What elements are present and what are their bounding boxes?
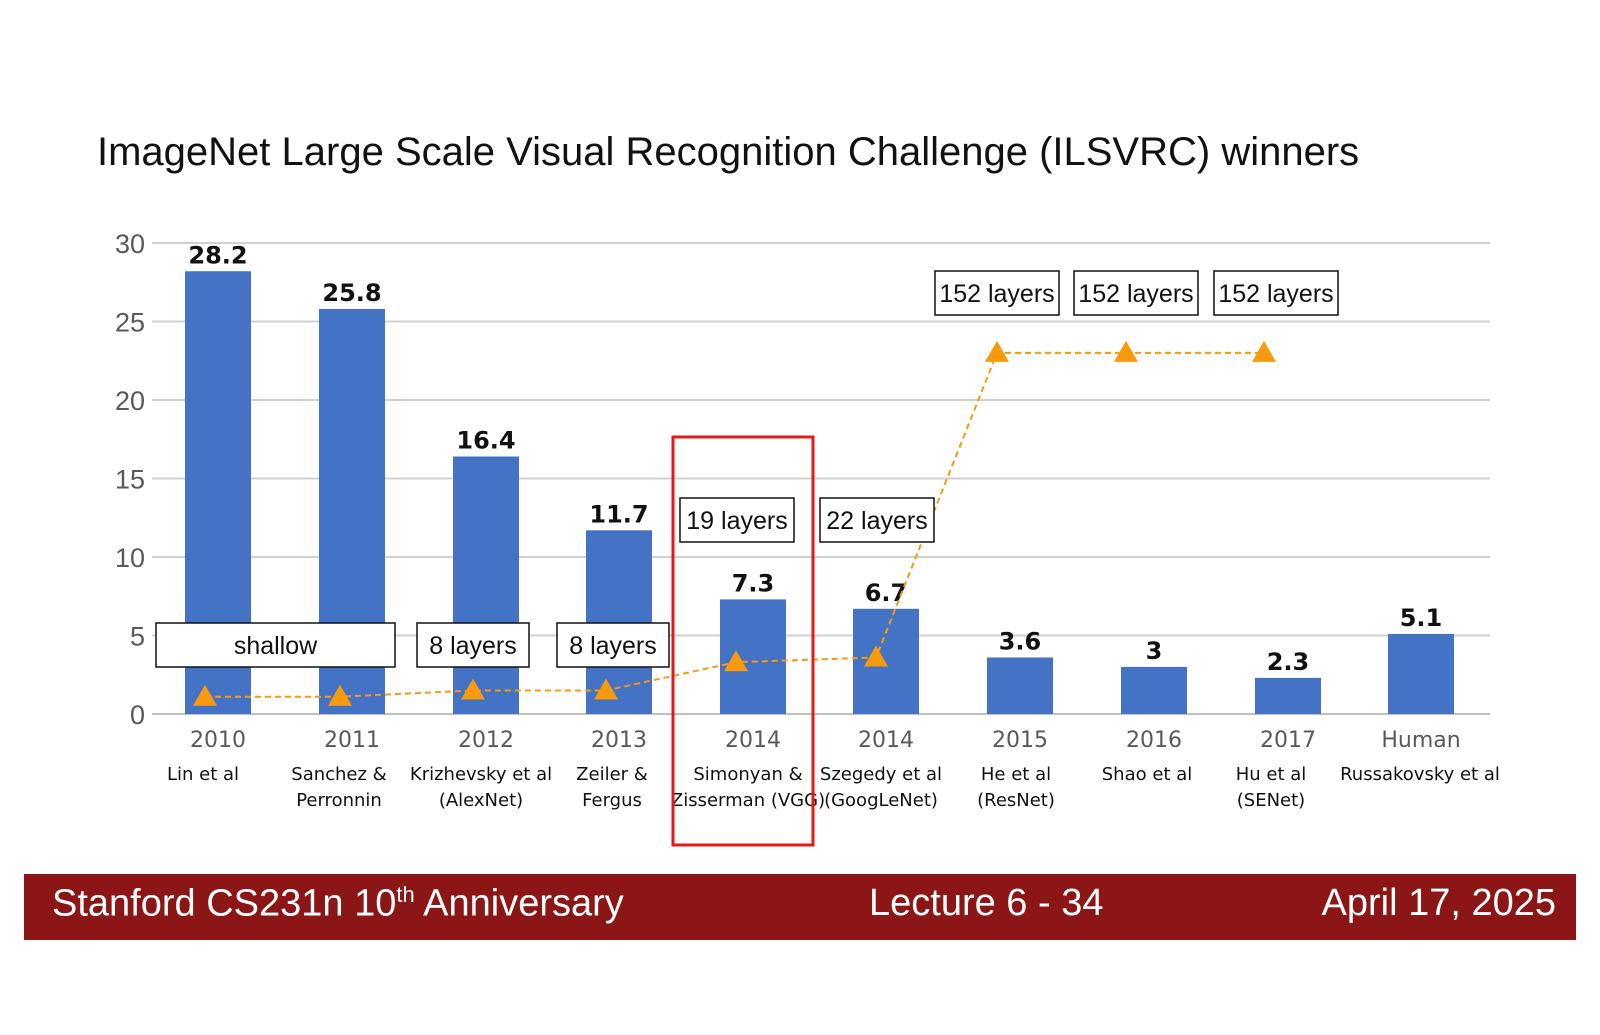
x-tick-label: 2013: [591, 728, 647, 753]
y-tick-label: 25: [115, 308, 145, 338]
author-label: (GoogLeNet): [824, 790, 938, 811]
layer-label-box: [819, 497, 935, 543]
layer-label: 8 layers: [569, 632, 657, 660]
bar: [1255, 677, 1321, 714]
layer-label-box: [1213, 270, 1339, 316]
author-label: (SENet): [1237, 790, 1305, 811]
depth-marker: [594, 678, 618, 700]
layer-label: 152 layers: [1218, 280, 1333, 308]
x-tick-label: 2012: [458, 728, 514, 753]
depth-marker: [864, 645, 888, 667]
bar: [1121, 666, 1187, 714]
layer-label-box: [934, 270, 1060, 316]
x-tick-label: 2014: [858, 728, 914, 753]
y-tick-label: 10: [115, 543, 145, 573]
bar-value-label: 5.1: [1400, 604, 1443, 632]
slide-title: ImageNet Large Scale Visual Recognition …: [97, 130, 1360, 174]
bar: [853, 608, 919, 714]
author-label: He et al: [981, 764, 1051, 785]
author-label: (AlexNet): [439, 790, 523, 811]
bar-value-label: 16.4: [456, 427, 515, 455]
x-tick-label: 2015: [992, 728, 1048, 753]
layer-label-box: [155, 622, 396, 668]
x-tick-label: Human: [1381, 728, 1460, 753]
depth-marker: [328, 684, 352, 706]
depth-marker: [985, 340, 1009, 362]
bar-value-label: 7.3: [732, 569, 775, 597]
bar-value-label: 3: [1146, 637, 1163, 665]
x-tick-label: 2017: [1260, 728, 1316, 753]
bar-value-label: 28.2: [188, 241, 247, 269]
bar: [987, 657, 1053, 714]
author-label: Simonyan &: [693, 764, 802, 785]
layer-label: shallow: [234, 632, 318, 660]
layer-label: 152 layers: [939, 280, 1054, 308]
author-label: Zeiler &: [576, 764, 648, 785]
layer-label-box: [416, 622, 530, 668]
x-tick-label: 2014: [725, 728, 781, 753]
layer-label-box: [556, 622, 670, 668]
bar-value-label: 3.6: [999, 627, 1042, 655]
y-tick-label: 15: [115, 465, 145, 495]
layer-label: 152 layers: [1078, 280, 1193, 308]
author-label: Krizhevsky et al: [410, 764, 552, 785]
y-tick-label: 30: [115, 229, 145, 259]
bar-value-label: 2.3: [1267, 648, 1310, 676]
depth-marker: [193, 684, 217, 706]
author-label: Russakovsky et al: [1340, 764, 1500, 785]
bar: [1388, 633, 1454, 714]
depth-marker: [461, 678, 485, 700]
x-tick-label: 2011: [324, 728, 380, 753]
y-tick-label: 0: [130, 700, 145, 730]
author-label: Lin et al: [167, 764, 239, 785]
bar-value-label: 25.8: [322, 279, 381, 307]
footer-course: Stanford CS231n 10th Anniversary: [52, 882, 624, 925]
depth-marker: [1252, 340, 1276, 362]
depth-marker: [1114, 340, 1138, 362]
bar: [720, 599, 786, 714]
vgg-highlight-box: [671, 435, 815, 847]
footer-date: April 17, 2025: [1321, 882, 1557, 924]
footer-lecture: Lecture 6 - 34: [869, 882, 1104, 924]
y-tick-label: 5: [130, 622, 145, 652]
bar-value-label: 6.7: [865, 579, 908, 607]
author-label: Hu et al: [1236, 764, 1307, 785]
layer-label: 22 layers: [826, 507, 927, 535]
layer-label: 19 layers: [686, 507, 787, 535]
author-label: Perronnin: [296, 790, 382, 811]
bar: [453, 456, 519, 714]
author-label: (ResNet): [977, 790, 1055, 811]
depth-marker: [724, 650, 748, 672]
layer-label-box: [1073, 270, 1199, 316]
bar: [586, 530, 652, 714]
x-tick-label: 2010: [190, 728, 246, 753]
layer-label-box: [679, 497, 795, 543]
author-label: Fergus: [582, 790, 642, 811]
author-label: Shao et al: [1102, 764, 1192, 785]
y-tick-label: 20: [115, 386, 145, 416]
layer-label: 8 layers: [429, 632, 517, 660]
author-label: Zisserman (VGG): [671, 790, 825, 811]
footer-bar: Stanford CS231n 10th Anniversary Lecture…: [24, 874, 1576, 940]
ilsvrc-chart: 0 5 10 15 20 25 30 28.2 25.8 16.4 11.7 7.3 6.7 3.6 3 2.…: [115, 229, 1500, 847]
author-label: Sanchez &: [291, 764, 386, 785]
x-tick-label: 2016: [1126, 728, 1182, 753]
author-label: Szegedy et al: [820, 764, 942, 785]
bar-value-label: 11.7: [589, 500, 648, 528]
